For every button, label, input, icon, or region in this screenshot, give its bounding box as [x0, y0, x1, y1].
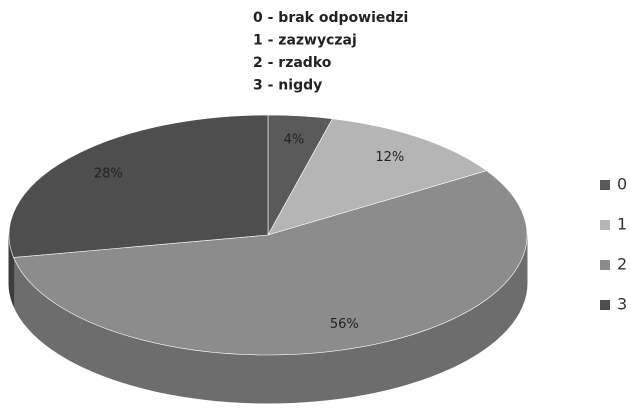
slice — [13, 170, 528, 356]
legend-label: 2 — [617, 255, 627, 274]
legend-swatch — [600, 180, 610, 190]
value-label: 12% — [375, 150, 404, 165]
annotation: 3 - nigdy — [253, 78, 322, 94]
legend-label: 3 — [617, 295, 627, 314]
legend-swatch — [600, 220, 610, 230]
annotation: 1 - zazwyczaj — [253, 33, 357, 49]
legend-label: 0 — [617, 175, 627, 194]
value-label: 4% — [284, 132, 305, 147]
legend-swatch — [600, 260, 610, 270]
annotation: 2 - rzadko — [253, 55, 332, 71]
value-label: 28% — [94, 166, 123, 181]
value-label: 56% — [330, 317, 359, 332]
slice — [8, 114, 269, 258]
slice — [267, 118, 488, 236]
legend-label: 1 — [617, 215, 627, 234]
legend-swatch — [600, 300, 610, 310]
annotation: 0 - brak odpowiedzi — [253, 10, 408, 26]
